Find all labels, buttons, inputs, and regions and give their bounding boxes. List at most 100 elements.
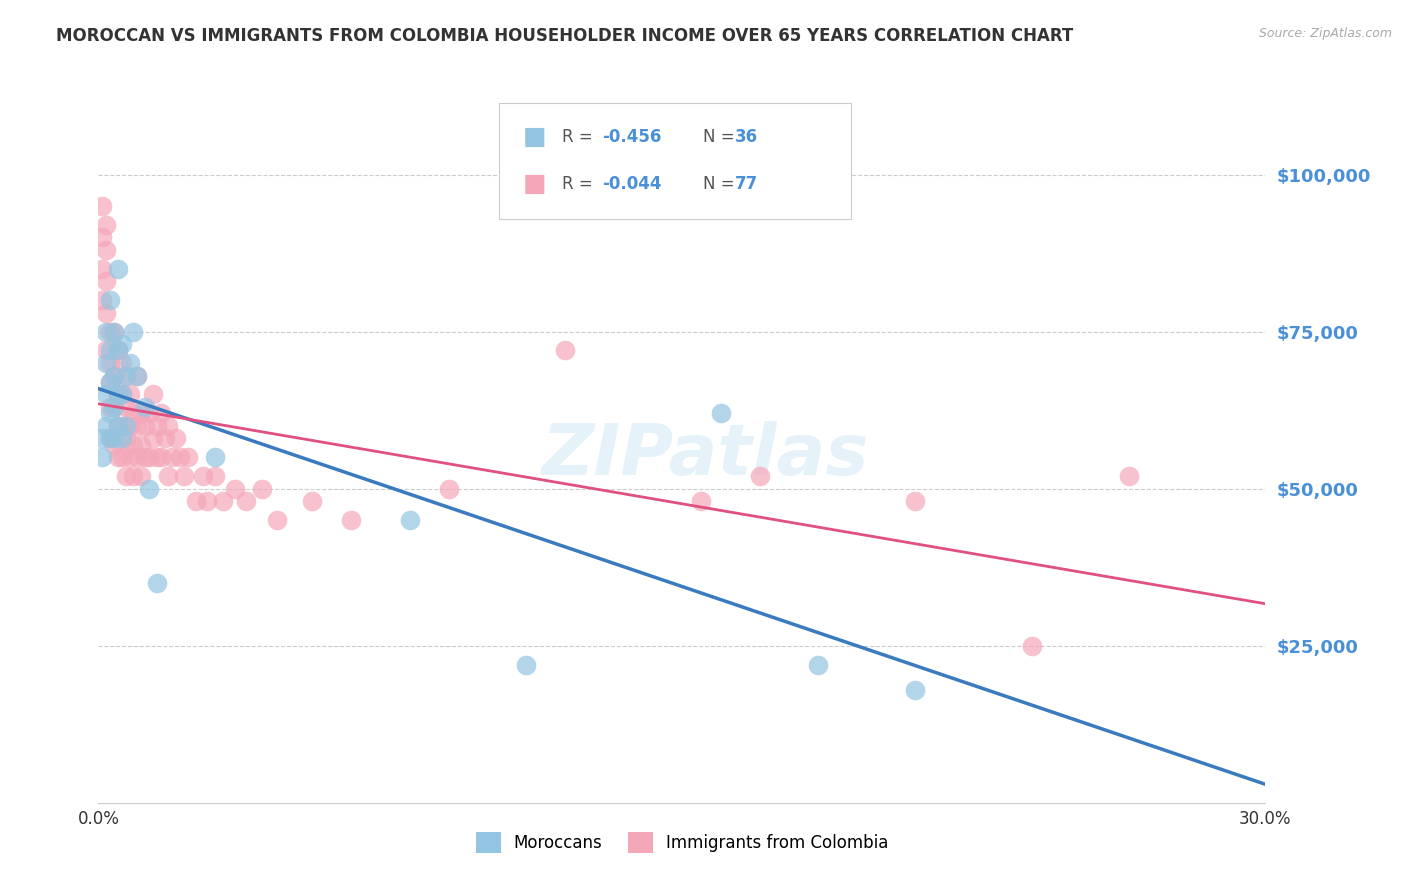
Point <box>129 406 152 420</box>
Point <box>96 387 118 401</box>
Point <box>91 431 114 445</box>
Point <box>127 418 149 433</box>
Point <box>107 450 129 465</box>
Point <box>904 494 927 508</box>
Point <box>127 368 149 383</box>
Point <box>157 469 180 483</box>
Point <box>107 418 129 433</box>
Legend: Moroccans, Immigrants from Colombia: Moroccans, Immigrants from Colombia <box>468 826 896 860</box>
Point <box>98 400 121 414</box>
Point <box>114 418 136 433</box>
Point <box>266 513 288 527</box>
Text: ■: ■ <box>523 125 547 149</box>
Point <box>96 306 118 320</box>
Point <box>111 387 134 401</box>
Point <box>98 293 121 308</box>
Point <box>212 494 235 508</box>
Point <box>98 343 121 358</box>
Point <box>149 406 172 420</box>
Text: Source: ZipAtlas.com: Source: ZipAtlas.com <box>1258 27 1392 40</box>
Point <box>96 218 118 232</box>
Point <box>103 325 125 339</box>
Point <box>177 450 200 465</box>
Point <box>111 431 134 445</box>
Point <box>96 418 118 433</box>
Point <box>138 450 160 465</box>
Point <box>103 438 125 452</box>
Text: R =: R = <box>562 175 599 193</box>
Point <box>118 356 141 370</box>
Point <box>91 293 114 308</box>
Point <box>98 325 121 339</box>
Point <box>122 438 145 452</box>
Point <box>103 368 125 383</box>
Point <box>134 418 156 433</box>
Point <box>142 387 165 401</box>
Point <box>103 400 125 414</box>
Point <box>138 482 160 496</box>
Point <box>111 418 134 433</box>
Point <box>807 657 830 672</box>
Point <box>114 368 136 383</box>
Point <box>204 450 226 465</box>
Point <box>904 682 927 697</box>
Point <box>91 261 114 276</box>
Point <box>129 438 152 452</box>
Point <box>103 400 125 414</box>
Point <box>111 450 134 465</box>
Point <box>437 482 460 496</box>
Text: -0.456: -0.456 <box>602 128 661 146</box>
Point <box>96 343 118 358</box>
Point <box>107 343 129 358</box>
Point <box>98 375 121 389</box>
Point <box>129 469 152 483</box>
Point <box>165 431 187 445</box>
Point <box>690 494 713 508</box>
Point <box>114 400 136 414</box>
Point <box>250 482 273 496</box>
Point <box>146 418 169 433</box>
Point <box>107 387 129 401</box>
Point <box>111 356 134 370</box>
Point <box>162 450 184 465</box>
Point <box>91 199 114 213</box>
Point <box>122 325 145 339</box>
Point <box>184 494 207 508</box>
Point <box>193 469 215 483</box>
Point <box>118 450 141 465</box>
Point <box>118 387 141 401</box>
Point <box>204 469 226 483</box>
Point <box>1021 639 1043 653</box>
Point <box>98 431 121 445</box>
Text: 36: 36 <box>735 128 758 146</box>
Point <box>340 513 363 527</box>
Point <box>157 418 180 433</box>
Text: R =: R = <box>562 128 599 146</box>
Point <box>96 274 118 288</box>
Point <box>1118 469 1140 483</box>
Point <box>710 406 733 420</box>
Point <box>96 243 118 257</box>
Point <box>103 325 125 339</box>
Point <box>111 387 134 401</box>
Point <box>114 469 136 483</box>
Point <box>235 494 257 508</box>
Point <box>96 325 118 339</box>
Point <box>107 343 129 358</box>
Point <box>98 375 121 389</box>
Point <box>146 575 169 590</box>
Point <box>398 513 420 527</box>
Point <box>138 406 160 420</box>
Point <box>224 482 246 496</box>
Point <box>149 450 172 465</box>
Point <box>122 469 145 483</box>
Text: ZIPatlas: ZIPatlas <box>541 422 869 491</box>
Point <box>118 418 141 433</box>
Point <box>111 337 134 351</box>
Point <box>98 356 121 370</box>
Point <box>103 368 125 383</box>
Point <box>134 450 156 465</box>
Point <box>134 400 156 414</box>
Point <box>146 450 169 465</box>
Text: N =: N = <box>703 175 740 193</box>
